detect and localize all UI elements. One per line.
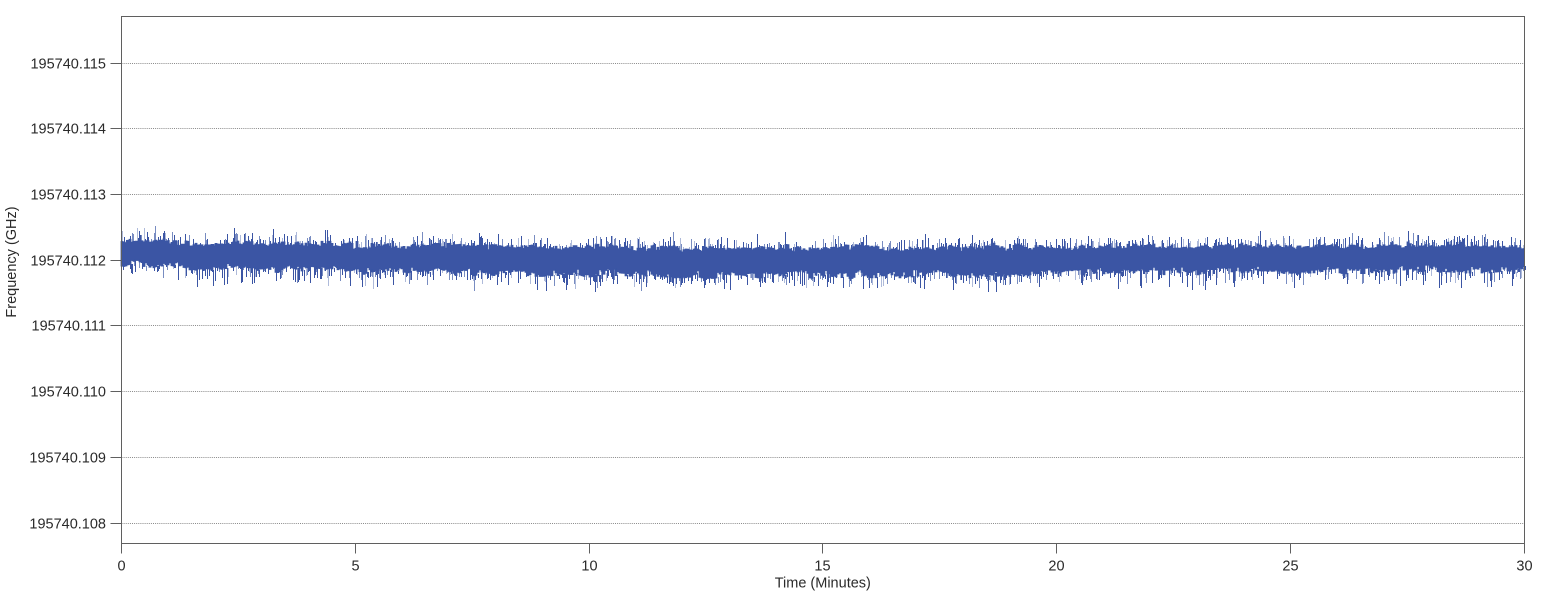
svg-text:25: 25 xyxy=(1282,559,1298,575)
svg-text:30: 30 xyxy=(1516,559,1532,575)
svg-text:195740.110: 195740.110 xyxy=(30,384,106,400)
svg-text:195740.109: 195740.109 xyxy=(29,450,106,466)
svg-text:195740.115: 195740.115 xyxy=(30,56,106,72)
svg-text:195740.114: 195740.114 xyxy=(30,121,106,137)
svg-text:20: 20 xyxy=(1048,559,1064,575)
svg-text:10: 10 xyxy=(581,559,597,575)
svg-text:195740.112: 195740.112 xyxy=(30,253,106,269)
svg-text:0: 0 xyxy=(117,559,125,575)
svg-text:5: 5 xyxy=(351,559,359,575)
svg-text:195740.113: 195740.113 xyxy=(30,187,106,203)
svg-text:195740.111: 195740.111 xyxy=(32,318,106,334)
svg-text:Time (Minutes): Time (Minutes) xyxy=(775,576,871,592)
svg-text:195740.108: 195740.108 xyxy=(29,516,106,532)
svg-text:Frequency (GHz): Frequency (GHz) xyxy=(4,206,20,317)
svg-text:15: 15 xyxy=(814,559,830,575)
